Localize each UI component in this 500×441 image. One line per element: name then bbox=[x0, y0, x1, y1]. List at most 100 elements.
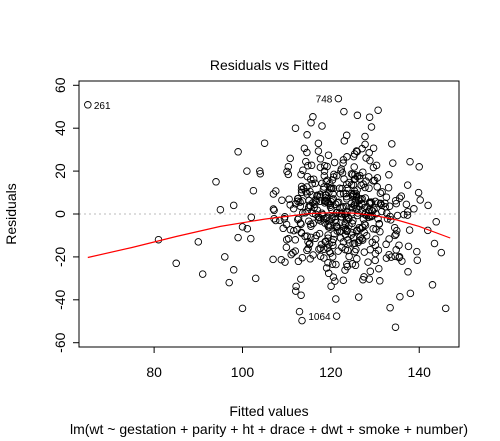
data-point bbox=[291, 124, 300, 132]
data-point bbox=[356, 225, 365, 233]
data-point bbox=[364, 258, 372, 266]
data-point bbox=[366, 267, 375, 276]
data-point bbox=[415, 163, 423, 171]
data-point bbox=[369, 163, 378, 172]
data-point bbox=[318, 122, 326, 130]
y-tick-label: 0 bbox=[52, 210, 68, 218]
data-point bbox=[400, 210, 408, 219]
data-point bbox=[315, 245, 323, 253]
data-point bbox=[349, 189, 358, 198]
data-point bbox=[359, 215, 368, 223]
data-point bbox=[247, 213, 256, 222]
data-point bbox=[387, 253, 395, 261]
outlier-point bbox=[334, 94, 343, 103]
y-tick-label: -20 bbox=[52, 247, 68, 267]
data-point bbox=[303, 131, 311, 139]
data-point bbox=[353, 147, 361, 156]
data-point bbox=[361, 132, 369, 141]
data-point bbox=[369, 144, 378, 152]
data-point bbox=[282, 235, 291, 244]
data-point bbox=[365, 113, 374, 121]
data-point bbox=[395, 253, 403, 262]
data-point bbox=[406, 157, 414, 166]
data-point bbox=[294, 194, 302, 203]
data-point bbox=[298, 209, 307, 217]
data-point bbox=[404, 242, 413, 251]
data-point bbox=[391, 252, 399, 261]
data-point bbox=[340, 107, 348, 116]
model-formula: lm(wt ~ gestation + parity + ht + drace … bbox=[70, 421, 468, 437]
data-point bbox=[294, 197, 302, 206]
data-point bbox=[416, 196, 424, 204]
data-point bbox=[292, 282, 300, 291]
y-tick-label: 60 bbox=[52, 77, 68, 93]
data-point bbox=[362, 154, 370, 162]
data-point bbox=[372, 225, 380, 234]
data-point bbox=[330, 158, 339, 167]
data-point bbox=[247, 234, 255, 243]
data-point bbox=[304, 161, 312, 170]
data-point bbox=[430, 239, 439, 248]
data-point bbox=[383, 209, 391, 217]
data-point bbox=[336, 203, 344, 212]
data-point bbox=[286, 154, 294, 163]
data-point bbox=[303, 148, 311, 157]
data-point bbox=[367, 123, 376, 131]
data-point bbox=[287, 250, 295, 259]
data-point bbox=[299, 166, 307, 174]
data-point bbox=[365, 184, 373, 192]
y-tick-label: 20 bbox=[52, 163, 68, 179]
data-point bbox=[354, 238, 363, 247]
outlier-label: 261 bbox=[94, 101, 111, 112]
data-point bbox=[277, 255, 286, 264]
data-point bbox=[324, 234, 332, 242]
data-point bbox=[316, 244, 325, 252]
data-point bbox=[295, 307, 304, 316]
data-point bbox=[221, 253, 229, 261]
data-point bbox=[375, 220, 383, 228]
data-point bbox=[353, 254, 361, 263]
data-point bbox=[328, 260, 337, 268]
data-point bbox=[391, 323, 400, 331]
data-point bbox=[282, 220, 291, 229]
data-point bbox=[329, 173, 338, 181]
data-point bbox=[243, 224, 252, 233]
points-layer bbox=[84, 94, 450, 331]
data-point bbox=[306, 175, 315, 184]
data-point bbox=[329, 235, 338, 244]
data-point bbox=[376, 199, 385, 208]
data-point bbox=[324, 259, 332, 267]
data-point bbox=[286, 201, 294, 209]
data-point bbox=[303, 207, 311, 216]
data-point bbox=[428, 281, 437, 289]
data-point bbox=[393, 211, 402, 220]
data-point bbox=[366, 245, 374, 254]
data-point bbox=[321, 199, 329, 207]
data-point bbox=[340, 137, 349, 145]
data-point bbox=[437, 248, 446, 257]
data-point bbox=[294, 257, 303, 266]
data-point bbox=[391, 196, 400, 205]
data-point bbox=[172, 259, 180, 268]
data-point bbox=[371, 256, 379, 265]
data-point bbox=[347, 170, 356, 178]
data-point bbox=[385, 171, 393, 179]
data-point bbox=[386, 303, 394, 312]
data-point bbox=[323, 195, 331, 203]
data-point bbox=[349, 240, 357, 248]
data-point bbox=[320, 215, 328, 223]
smoother-layer bbox=[87, 212, 451, 259]
x-axis-label: Fitted values bbox=[229, 403, 308, 419]
data-point bbox=[256, 169, 265, 178]
y-tick-label: -40 bbox=[52, 289, 68, 309]
data-point bbox=[404, 268, 412, 276]
smoother-line bbox=[87, 212, 451, 259]
data-point bbox=[375, 264, 383, 273]
data-point bbox=[385, 202, 394, 210]
data-point bbox=[328, 253, 337, 261]
data-point bbox=[278, 196, 286, 204]
data-point bbox=[333, 227, 341, 235]
data-point bbox=[354, 293, 363, 301]
chart-title: Residuals vs Fitted bbox=[210, 57, 328, 73]
data-point bbox=[361, 140, 369, 149]
